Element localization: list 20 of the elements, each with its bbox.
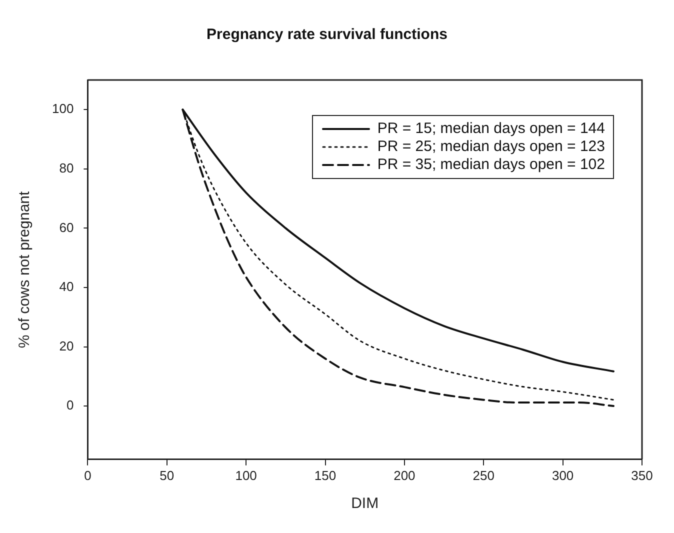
legend-label: PR = 25; median days open = 123 <box>377 138 605 156</box>
y-tick-label: 20 <box>59 338 74 354</box>
legend-label: PR = 15; median days open = 144 <box>377 120 605 138</box>
y-tick-label: 40 <box>59 279 74 294</box>
x-tick-label: 350 <box>631 468 653 483</box>
legend-label: PR = 35; median days open = 102 <box>377 156 605 174</box>
y-tick-label: 80 <box>59 160 74 176</box>
y-tick-label: 0 <box>66 398 74 413</box>
x-tick-label: 300 <box>552 468 574 483</box>
x-tick-label: 150 <box>314 468 336 483</box>
x-tick-label: 0 <box>84 468 92 483</box>
x-tick-label: 200 <box>394 468 416 483</box>
y-axis-title: % of cows not pregnant <box>16 190 34 348</box>
chart-title: Pregnancy rate survival functions <box>206 26 448 44</box>
x-tick-label: 50 <box>160 468 174 483</box>
y-tick-label: 60 <box>59 220 74 235</box>
x-tick-label: 250 <box>472 468 494 483</box>
x-tick-label: 100 <box>235 468 257 483</box>
x-axis-title: DIM <box>351 495 379 512</box>
y-tick-label: 100 <box>52 101 74 116</box>
